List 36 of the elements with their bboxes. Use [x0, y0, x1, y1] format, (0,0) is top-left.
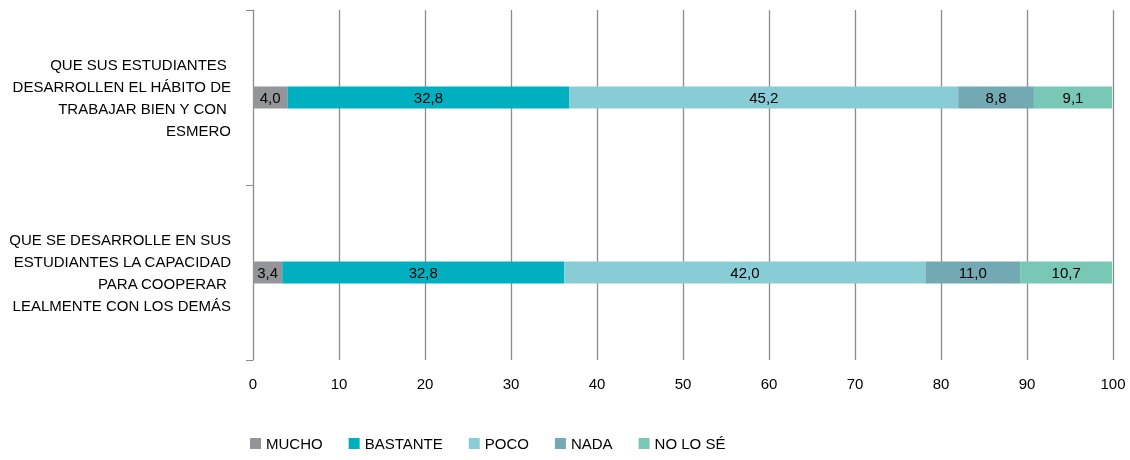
data-label: 11,0 [958, 264, 987, 281]
x-tick-label: 50 [674, 375, 692, 392]
legend-label: NO LO SÉ [654, 435, 726, 452]
bar [958, 86, 1034, 109]
bar [564, 261, 926, 284]
legend-label: POCO [484, 435, 529, 452]
x-tick-label: 70 [846, 375, 864, 392]
x-tick-label: 60 [760, 375, 778, 392]
x-tick-label: 20 [416, 375, 434, 392]
x-tick-label: 80 [932, 375, 950, 392]
bar [1033, 86, 1113, 109]
bar [925, 261, 1021, 284]
bar [1020, 261, 1113, 284]
bar [287, 86, 570, 109]
data-label: 42,0 [730, 264, 760, 281]
bar [282, 261, 565, 284]
x-tick-label: 100 [1100, 375, 1126, 392]
data-label: 32,8 [413, 89, 444, 106]
data-label: 9,1 [1062, 89, 1084, 106]
data-label: 3,4 [257, 264, 279, 281]
data-label: 8,8 [985, 89, 1007, 106]
bar [569, 86, 959, 109]
x-tick-label: 90 [1018, 375, 1036, 392]
x-tick-label: 40 [588, 375, 606, 392]
data-label: 10,7 [1051, 264, 1081, 281]
y-tick-label: QUE SE DESARROLLE EN SUS ESTUDIANTES LA CAPACIDAD PARA COOPERAR LEALMENTE CON LOS DEMÁS [9, 231, 232, 314]
x-tick-label: 0 [248, 375, 258, 392]
legend-label: NADA [570, 435, 613, 452]
x-tick-label: 30 [502, 375, 520, 392]
data-label: 32,8 [408, 264, 438, 281]
legend-label: MUCHO [266, 435, 323, 452]
y-tick-label: QUE SUS ESTUDIANTES DESARROLLEN EL HÁBITO DE TRABAJAR BIEN Y CON ESMERO [12, 56, 231, 139]
data-label: 45,2 [749, 89, 779, 106]
x-tick-label: 10 [330, 375, 348, 392]
data-label: 4,0 [259, 89, 281, 106]
legend-label: BASTANTE [364, 435, 443, 452]
